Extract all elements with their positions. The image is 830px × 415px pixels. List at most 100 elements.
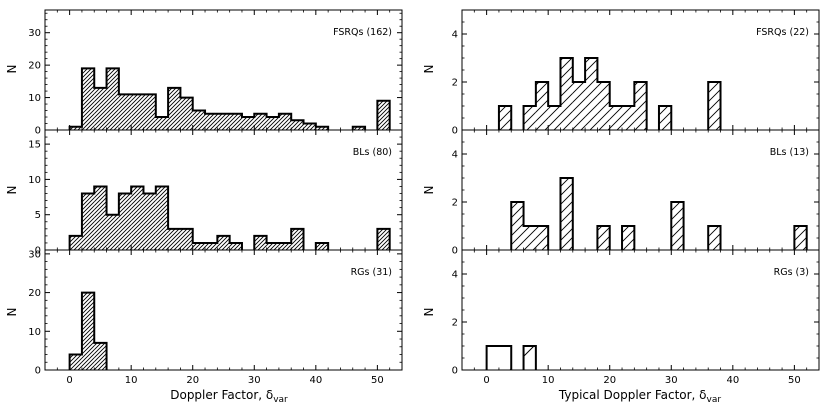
x-axis-label-subscript: var (273, 395, 288, 405)
y-tick-label: 2 (452, 78, 458, 89)
histogram-bar (168, 228, 181, 250)
panel-label: FSRQs (22) (756, 27, 809, 38)
histogram-bars (498, 58, 721, 130)
histogram-bar (131, 94, 144, 130)
x-axis-ticks: 0 10 20 30 40 50 (461, 250, 820, 386)
histogram-bar (523, 226, 536, 250)
y-tick-label: 20 (28, 61, 41, 72)
histogram-bar (572, 82, 586, 130)
histogram-bar (303, 123, 316, 130)
histogram-bar (794, 226, 807, 250)
panel-rgs-doppler: RGs (31) N Doppler Factor, δvar 0 10 20 30 4… (5, 249, 403, 405)
y-tick-label: 5 (35, 210, 41, 221)
histogram-bar (708, 226, 721, 250)
histogram-bar (81, 292, 95, 370)
y-tick-label: 0 (452, 366, 458, 377)
x-axis-ticks: 0 10 20 30 40 50 (44, 250, 403, 386)
y-axis-ticks: 0 10 20 30 (28, 249, 402, 377)
histogram-bar (511, 202, 524, 250)
histogram-bar (315, 126, 329, 130)
x-axis-label-main: Doppler Factor, δ (170, 388, 273, 402)
histogram-bar (217, 113, 230, 130)
y-tick-label: 4 (452, 270, 458, 281)
x-tick-label: 50 (788, 375, 801, 386)
y-axis-label: N (5, 65, 19, 74)
histogram-bar (291, 228, 304, 250)
histogram-bar (241, 117, 255, 130)
y-tick-label: 0 (35, 366, 41, 377)
y-tick-label: 10 (28, 93, 41, 104)
x-tick-label: 50 (371, 375, 384, 386)
panel-label: BLs (80) (353, 147, 392, 158)
y-tick-label: 10 (28, 327, 41, 338)
histogram-bar (168, 87, 181, 130)
x-tick-label: 40 (726, 375, 739, 386)
histogram-bars (69, 68, 390, 130)
histogram-outline (510, 177, 808, 250)
y-axis-label: N (422, 65, 436, 74)
histogram-bar (229, 242, 242, 250)
y-tick-label: 15 (28, 140, 41, 151)
y-tick-label: 0 (452, 126, 458, 137)
histogram-bar (69, 235, 82, 250)
histogram-bar (352, 126, 366, 130)
histogram-bar (560, 178, 573, 250)
x-tick-label: 0 (66, 375, 72, 386)
histogram-bar (548, 106, 561, 130)
x-axis-ticks (461, 10, 820, 130)
y-tick-label: 0 (35, 126, 41, 137)
histogram-bar (180, 97, 193, 130)
histogram-bar (217, 235, 230, 250)
histogram-bar (94, 87, 107, 130)
y-tick-label: 30 (28, 249, 41, 260)
x-tick-label: 10 (542, 375, 555, 386)
y-tick-label: 0 (35, 246, 41, 257)
histogram-bar (671, 202, 684, 250)
histogram-bar (254, 235, 267, 250)
histogram-bar (118, 94, 132, 130)
histogram-bar (106, 214, 119, 250)
histogram-bar (278, 113, 292, 130)
histogram-bar (69, 354, 82, 370)
histogram-bar (535, 82, 549, 130)
panel-label: FSRQs (162) (333, 27, 392, 38)
x-tick-label: 0 (483, 375, 489, 386)
y-axis-ticks: 0 10 20 30 (28, 12, 402, 137)
histogram-bar (609, 106, 623, 130)
plot-frame (44, 249, 403, 371)
y-tick-label: 4 (452, 30, 458, 41)
histogram-bar (266, 117, 279, 130)
histogram-bar (94, 186, 107, 250)
histogram-bar (315, 242, 329, 250)
x-axis-label: Doppler Factor, δvar (170, 388, 288, 405)
y-axis-label: N (5, 186, 19, 195)
y-axis-label: N (422, 186, 436, 195)
panel-fsrqs-doppler: FSRQs (162) N 0 10 20 30 (5, 9, 403, 137)
y-tick-label: 10 (28, 175, 41, 186)
y-tick-label: 0 (452, 246, 458, 257)
panel-label: RGs (3) (774, 267, 809, 278)
histogram-bar (278, 242, 292, 250)
histogram-bar (118, 193, 132, 250)
histogram-bar (377, 228, 390, 250)
histogram-bar (81, 193, 95, 250)
y-axis-label: N (5, 308, 19, 317)
histogram-bar (254, 113, 267, 130)
histogram-bar (205, 242, 218, 250)
histogram-bars (511, 178, 807, 250)
histogram-bar (597, 226, 610, 250)
histogram-bar (155, 186, 169, 250)
histogram-bar (106, 68, 119, 130)
panel-fsrqs-typical: FSRQs (22) N 0 2 4 (422, 9, 820, 137)
histogram-bar (69, 126, 82, 130)
y-axis-label: N (422, 308, 436, 317)
histogram-bar (131, 186, 144, 250)
histogram-bar (560, 58, 573, 130)
x-tick-label: 20 (186, 375, 199, 386)
y-axis-ticks: 0 5 10 15 (28, 136, 402, 257)
histogram-bar (180, 228, 193, 250)
plot-frame (461, 249, 820, 371)
histogram-bar (535, 226, 549, 250)
histogram-bar (585, 58, 598, 130)
